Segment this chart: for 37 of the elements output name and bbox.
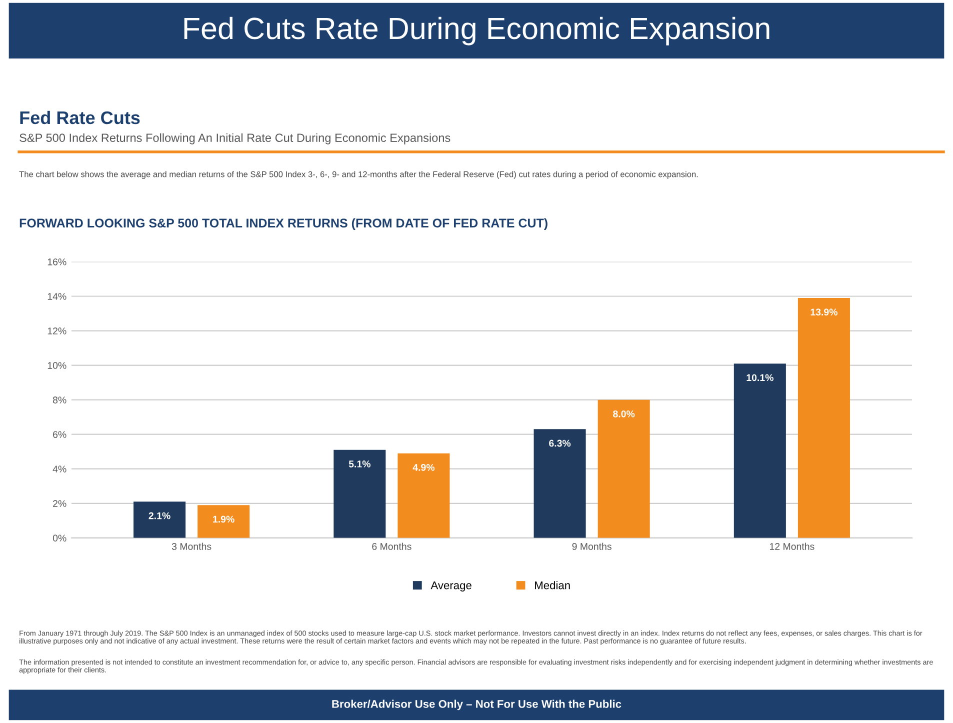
data-label: 2.1% — [148, 512, 170, 520]
legend-label: Average — [430, 582, 472, 592]
data-label: 4.9% — [412, 464, 435, 471]
y-tick-label: 6% — [53, 431, 66, 438]
y-tick-label: 8% — [52, 396, 66, 404]
bar — [734, 364, 786, 538]
text: S&P 500 Index Returns Following An Initial Rate Cut During Economic Expansions — [20, 133, 450, 144]
bar — [534, 429, 586, 538]
bar — [334, 450, 386, 538]
y-tick-label: 10% — [48, 362, 66, 369]
y-tick-label: 2% — [53, 500, 66, 507]
text: FORWARD LOOKING S&P 500 TOTAL INDEX RETURNS (FROM DATE OF FED RATE CUT) — [20, 218, 548, 230]
data-label: 5.1% — [348, 460, 370, 468]
bar — [134, 502, 186, 538]
bar — [598, 400, 650, 538]
chart-title: Fed Cuts Rate During Economic Expansion — [184, 16, 770, 46]
text: Broker/Advisor Use Only – Not For Use With the Public — [332, 700, 622, 710]
y-tick-label: 12% — [48, 328, 66, 334]
data-label: 13.9% — [810, 308, 838, 316]
text: The chart below shows the average and median returns of the S&P 500 Index 3-, 6-, 9- and 12-months after the Federal Reserve (Fed) cut rates during a period of economic expansion. — [19, 171, 698, 179]
data-label: 8.0% — [613, 410, 635, 418]
bar — [398, 453, 450, 538]
bar — [798, 298, 850, 538]
y-tick-label: 0% — [52, 534, 66, 542]
chart-subtitle: Fed Rate Cuts — [20, 110, 140, 124]
y-tick-label: 16% — [48, 258, 66, 266]
legend-label: Median — [535, 581, 570, 590]
x-tick-label: 9 Months — [572, 542, 612, 550]
x-tick-label: 12 Months — [770, 542, 814, 550]
bar — [198, 505, 250, 538]
data-label: 10.1% — [746, 374, 774, 382]
data-label: 6.3% — [549, 440, 571, 447]
y-tick-label: 14% — [48, 293, 66, 300]
x-tick-label: 6 Months — [372, 542, 412, 550]
x-tick-label: 3 Months — [172, 542, 212, 550]
y-tick-label: 4% — [52, 466, 66, 472]
data-label: 1.9% — [213, 516, 234, 523]
